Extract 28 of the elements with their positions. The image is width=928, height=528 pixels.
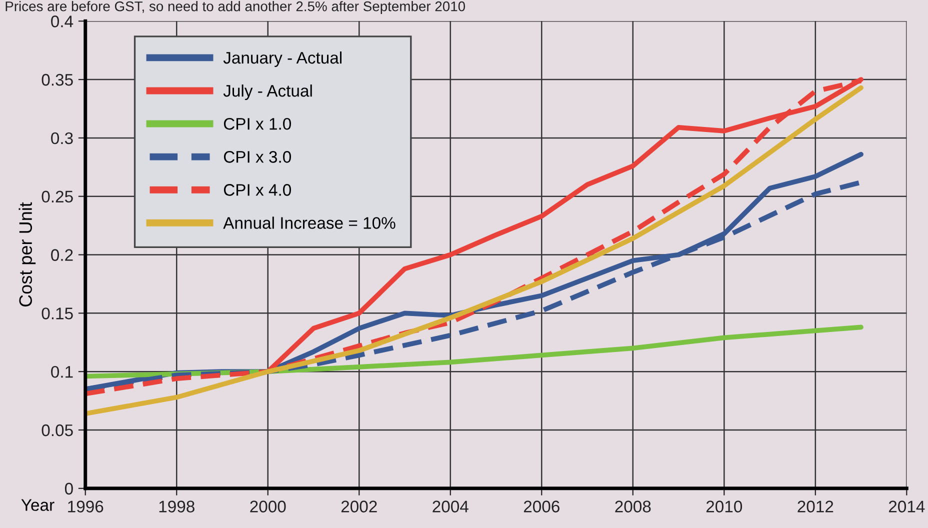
y-tick-label: 0.1: [51, 366, 73, 378]
y-tick-label: 0.25: [42, 190, 73, 203]
x-tick-label: 2008: [615, 500, 651, 512]
y-tick-label: 0.2: [51, 249, 73, 261]
y-tick-label: 0: [64, 482, 73, 495]
y-tick-label: 0.15: [42, 308, 73, 320]
y-tick-label: 0.3: [51, 132, 73, 144]
x-axis-title: Year: [21, 499, 54, 511]
y-tick-label: 0.4: [51, 16, 74, 28]
x-tick-label: 2000: [250, 500, 286, 512]
legend-label: July - Actual: [223, 84, 312, 100]
y-tick-label: 0.05: [42, 424, 73, 436]
legend-label: CPI x 1.0: [224, 118, 291, 130]
x-tick-label: 2006: [524, 500, 560, 512]
x-tick-label: 2010: [706, 500, 742, 512]
legend-label: January - Actual: [223, 51, 342, 67]
text: Prices are before GST, so need to add another 2.5% after September 2010: [6, 1, 466, 14]
x-tick-label: 2004: [432, 500, 468, 512]
legend-label: CPI x 3.0: [224, 151, 291, 163]
legend-label: Annual Increase = 10%: [223, 216, 396, 229]
x-tick-label: 1996: [68, 500, 104, 512]
x-tick-label: 2012: [798, 500, 834, 512]
y-axis-title: Cost per Unit: [18, 202, 36, 307]
x-tick-label: 1998: [159, 500, 194, 512]
y-tick-label: 0.35: [42, 74, 73, 86]
legend-label: CPI x 4.0: [224, 184, 291, 196]
x-tick-label: 2014: [888, 500, 925, 512]
x-tick-label: 2002: [341, 500, 377, 512]
